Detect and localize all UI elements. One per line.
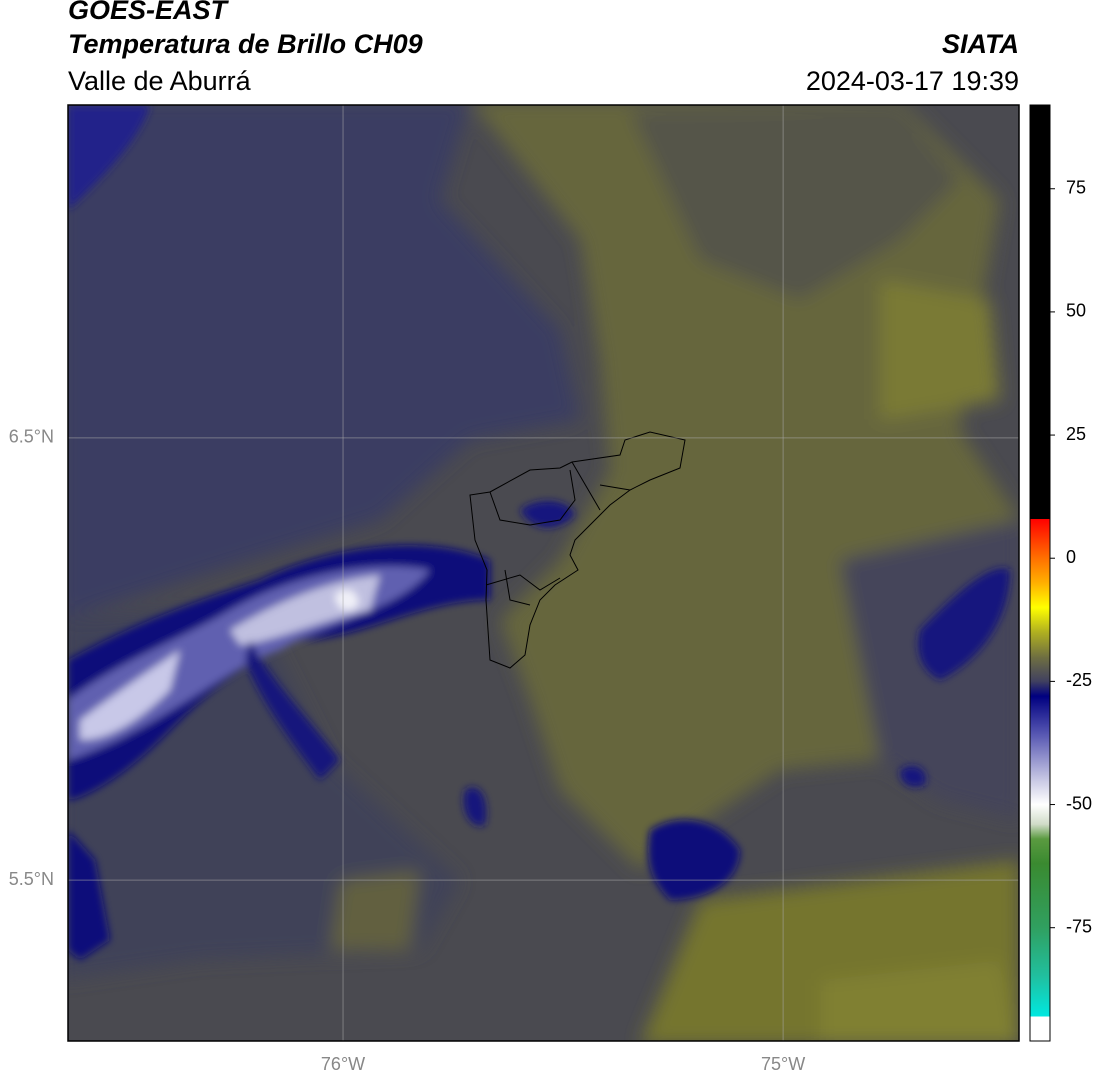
satellite-field [68, 105, 1019, 1041]
source: SIATA [942, 29, 1019, 59]
colorbar-tick-label: -50 [1066, 793, 1092, 813]
lat-tick-label: 6.5°N [9, 427, 54, 447]
region: Valle de Aburrá [68, 66, 252, 96]
colorbar-tick-label: -75 [1066, 916, 1092, 936]
colorbar-tick-label: 25 [1066, 424, 1086, 444]
map-frame [67, 104, 1020, 1042]
colorbar-tick-label: 0 [1066, 547, 1076, 567]
colorbar-tick-label: 50 [1066, 301, 1086, 321]
colorbar-tick-label: 75 [1066, 177, 1086, 197]
lat-tick-label: 5.5°N [9, 869, 54, 889]
municipality-borders [469, 431, 686, 669]
colorbar-tick-label: -25 [1066, 670, 1092, 690]
title: GOES-EAST [68, 0, 230, 25]
lon-tick-label: 75°W [761, 1054, 805, 1074]
subtitle: Temperatura de Brillo CH09 [68, 29, 423, 59]
lon-tick-label: 76°W [321, 1054, 365, 1074]
datetime: 2024-03-17 19:39 [806, 66, 1019, 96]
colorbar [1029, 104, 1051, 1042]
